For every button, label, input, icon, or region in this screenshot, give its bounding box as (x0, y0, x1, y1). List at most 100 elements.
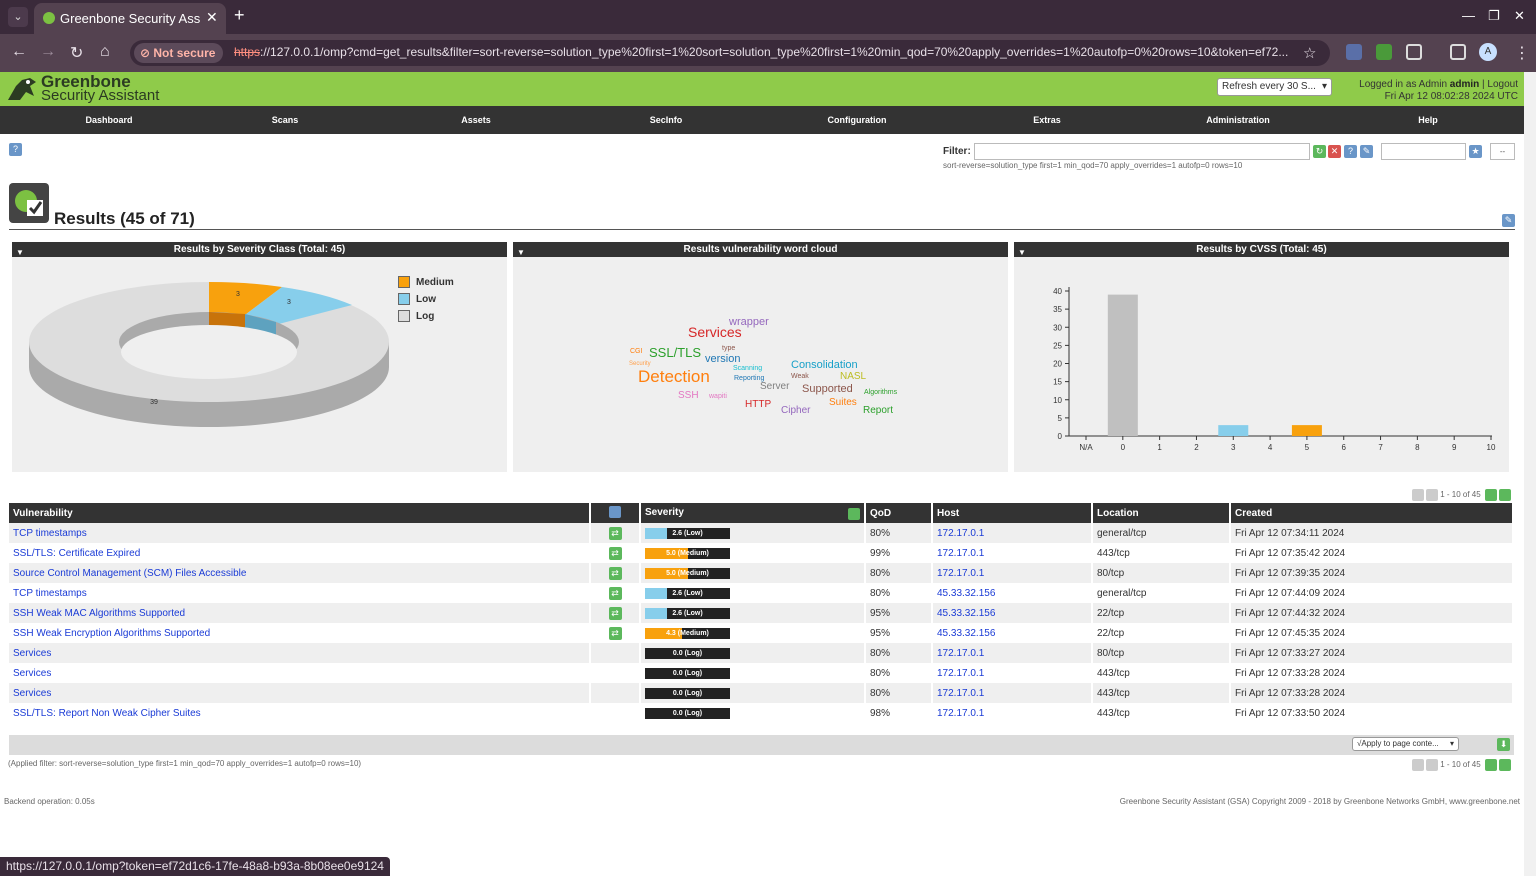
extension-tree-icon[interactable] (1376, 44, 1392, 60)
word-cgi[interactable]: CGI (630, 348, 643, 355)
vulnerability-link[interactable]: Source Control Management (SCM) Files Ac… (13, 567, 247, 579)
extension-icon[interactable] (1346, 44, 1362, 60)
col-severity[interactable]: Severity (640, 503, 866, 523)
back-icon[interactable]: ← (11, 43, 27, 60)
vulnerability-link[interactable]: SSH Weak MAC Algorithms Supported (13, 607, 186, 619)
forward-icon[interactable]: → (40, 43, 56, 60)
host-link[interactable]: 172.17.0.1 (937, 687, 985, 699)
host-link[interactable]: 172.17.0.1 (937, 647, 985, 659)
host-link[interactable]: 172.17.0.1 (937, 667, 985, 679)
filter-select[interactable]: -- (1490, 143, 1515, 160)
word-scanning[interactable]: Scanning (733, 365, 763, 372)
vendorfix-icon[interactable]: ⇄ (608, 586, 622, 600)
refresh-select[interactable]: Refresh every 30 S... ▾ (1217, 78, 1332, 96)
vendorfix-icon[interactable]: ⇄ (608, 626, 622, 640)
panel-menu-icon[interactable]: ▼ (16, 248, 24, 257)
prev-page-icon[interactable] (1426, 489, 1438, 501)
word-nasl[interactable]: NASL (840, 371, 867, 382)
last-page-icon[interactable] (1498, 489, 1511, 501)
host-link[interactable]: 172.17.0.1 (937, 547, 985, 559)
next-page-icon[interactable] (1484, 759, 1497, 771)
host-link[interactable]: 172.17.0.1 (937, 527, 985, 539)
word-weak[interactable]: Weak (791, 373, 809, 380)
word-wapiti[interactable]: wapiti (709, 393, 727, 400)
host-link[interactable]: 172.17.0.1 (937, 567, 985, 579)
col-solution-type[interactable] (590, 503, 641, 523)
first-page-icon[interactable] (1412, 759, 1424, 771)
edit-dashboard-icon[interactable]: ✎ (1502, 214, 1515, 227)
col-qod[interactable]: QoD (865, 503, 933, 523)
word-version[interactable]: version (705, 353, 741, 365)
word-ssl-tls[interactable]: SSL/TLS (649, 345, 702, 360)
word-reporting[interactable]: Reporting (734, 375, 765, 382)
media-icon[interactable] (1450, 44, 1466, 60)
col-vulnerability[interactable]: Vulnerability (9, 503, 591, 523)
close-tab-icon[interactable]: ✕ (206, 9, 218, 25)
minimize-icon[interactable]: — (1462, 8, 1475, 23)
page-scrollbar[interactable] (1524, 72, 1536, 876)
nav-assets[interactable]: Assets (461, 115, 491, 125)
edit-filter-icon[interactable]: ✎ (1360, 145, 1373, 158)
col-host[interactable]: Host (932, 503, 1093, 523)
not-secure-badge[interactable]: ⊘ Not secure (134, 43, 224, 63)
profile-avatar[interactable]: A (1479, 43, 1497, 61)
home-icon[interactable]: ⌂ (100, 43, 110, 60)
prev-page-icon[interactable] (1426, 759, 1438, 771)
vulnerability-link[interactable]: Services (13, 687, 52, 699)
vulnerability-link[interactable]: SSL/TLS: Report Non Weak Cipher Suites (13, 707, 201, 719)
restore-icon[interactable]: ❐ (1488, 8, 1500, 23)
omnibox[interactable]: ⊘ Not secure https://127.0.0.1/omp?cmd=g… (130, 40, 1330, 66)
host-link[interactable]: 172.17.0.1 (937, 707, 985, 719)
extensions-puzzle-icon[interactable] (1406, 44, 1422, 60)
vulnerability-link[interactable]: Services (13, 667, 52, 679)
nav-extras[interactable]: Extras (1033, 115, 1061, 125)
reload-icon[interactable]: ↻ (70, 45, 84, 62)
nav-configuration[interactable]: Configuration (827, 115, 887, 125)
close-window-icon[interactable]: ✕ (1514, 8, 1525, 23)
nav-secinfo[interactable]: SecInfo (649, 115, 683, 125)
word-algorithms[interactable]: Algorithms (864, 389, 898, 396)
browser-tab[interactable]: Greenbone Security Assi ✕ (34, 3, 226, 34)
nav-dashboard[interactable]: Dashboard (85, 115, 133, 125)
nav-help[interactable]: Help (1418, 115, 1438, 125)
panel-menu-icon[interactable]: ▼ (517, 248, 525, 257)
filter-input[interactable] (974, 143, 1310, 160)
col-location[interactable]: Location (1092, 503, 1231, 523)
next-page-icon[interactable] (1484, 489, 1497, 501)
word-consolidation[interactable]: Consolidation (791, 359, 858, 371)
word-detection[interactable]: Detection (638, 367, 710, 386)
vendorfix-icon[interactable]: ⇄ (608, 606, 622, 620)
vendorfix-icon[interactable]: ⇄ (608, 566, 622, 580)
new-tab-button[interactable]: + (234, 5, 245, 25)
logout-link[interactable]: Logout (1487, 79, 1518, 90)
col-created[interactable]: Created (1230, 503, 1514, 523)
word-server[interactable]: Server (760, 381, 790, 392)
browser-menu-icon[interactable]: ⋮ (1514, 45, 1530, 62)
last-page-icon[interactable] (1498, 759, 1511, 771)
vendorfix-icon[interactable]: ⇄ (608, 546, 622, 560)
vulnerability-link[interactable]: TCP timestamps (13, 527, 87, 539)
reset-filter-icon[interactable]: ✕ (1328, 145, 1341, 158)
word-supported[interactable]: Supported (802, 383, 853, 395)
host-link[interactable]: 45.33.32.156 (937, 587, 996, 599)
word-http[interactable]: HTTP (745, 399, 772, 410)
vulnerability-link[interactable]: SSL/TLS: Certificate Expired (13, 547, 141, 559)
apply-to-select[interactable]: √Apply to page conte... ▾ (1352, 737, 1459, 751)
download-icon[interactable]: ⬇ (1497, 738, 1510, 751)
host-link[interactable]: 45.33.32.156 (937, 607, 996, 619)
first-page-icon[interactable] (1412, 489, 1424, 501)
host-link[interactable]: 45.33.32.156 (937, 627, 996, 639)
nav-scans[interactable]: Scans (271, 115, 299, 125)
vulnerability-link[interactable]: Services (13, 647, 52, 659)
word-cipher[interactable]: Cipher (781, 405, 811, 416)
vulnerability-link[interactable]: SSH Weak Encryption Algorithms Supported (13, 627, 211, 639)
word-ssh[interactable]: SSH (678, 390, 699, 401)
vendorfix-icon[interactable]: ⇄ (608, 526, 622, 540)
word-type[interactable]: type (722, 345, 736, 352)
url-text[interactable]: https://127.0.0.1/omp?cmd=get_results&fi… (234, 45, 1289, 59)
overrides-icon[interactable] (848, 507, 860, 520)
nav-administration[interactable]: Administration (1206, 115, 1270, 125)
refresh-filter-icon[interactable]: ↻ (1313, 145, 1326, 158)
bookmark-star-icon[interactable]: ☆ (1303, 45, 1317, 62)
filter-name-input[interactable] (1381, 143, 1466, 160)
